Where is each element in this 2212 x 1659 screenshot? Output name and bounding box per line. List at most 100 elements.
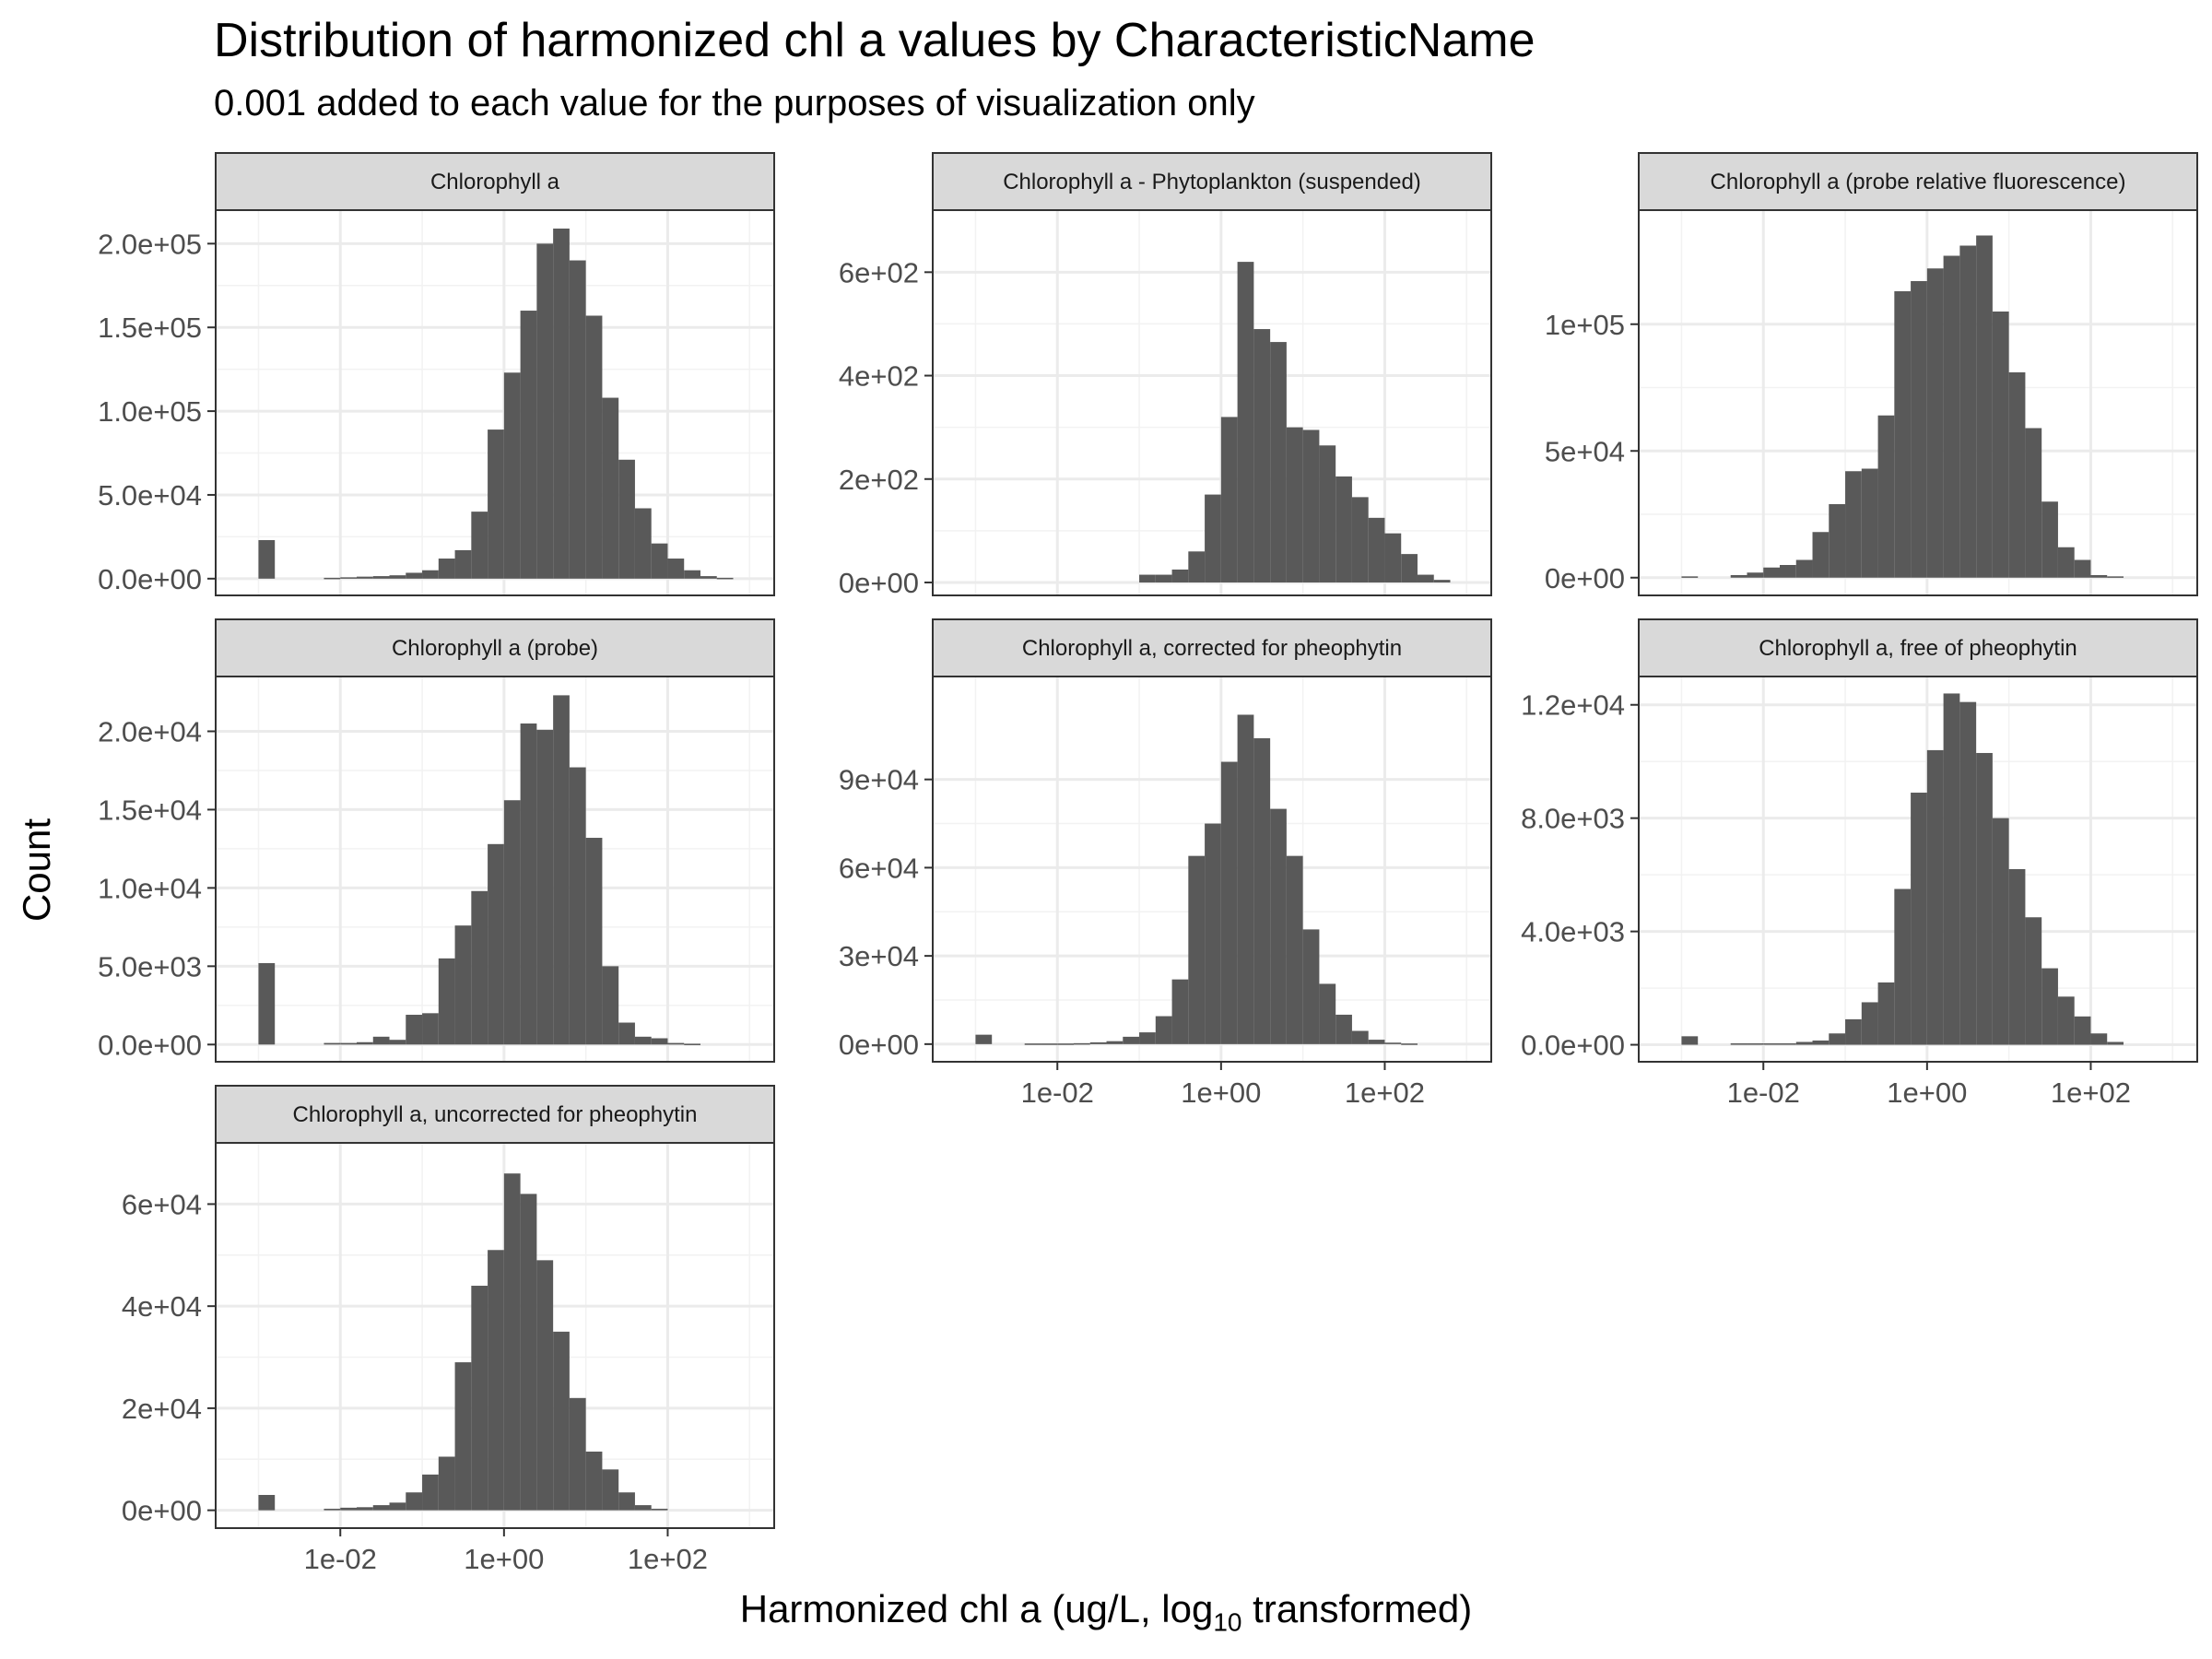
histogram-bar [2008, 372, 2026, 578]
histogram-bar [1041, 1043, 1058, 1045]
histogram-bar [406, 1015, 423, 1045]
histogram-bar [1829, 504, 1846, 578]
facet-strip-label: Chlorophyll a (probe relative fluorescen… [1711, 170, 2126, 194]
histogram-bar [1763, 567, 1781, 578]
x-tick-label: 1e+00 [1181, 1077, 1261, 1109]
histogram-bar [1057, 1043, 1075, 1045]
y-tick-label: 0.0e+00 [1521, 1030, 1625, 1062]
histogram-bar [1319, 445, 1336, 582]
histogram-bar [438, 559, 455, 579]
histogram-bar [1747, 572, 1764, 578]
panel-border [932, 676, 1492, 1063]
histogram-bar [1894, 888, 1912, 1045]
histogram-bar [324, 1042, 341, 1045]
y-tick-label: 0e+00 [839, 1029, 919, 1061]
facet-strip-label: Chlorophyll a (probe) [392, 636, 598, 661]
histogram-bar [634, 1505, 652, 1511]
chart-title: Distribution of harmonized chl a values … [214, 14, 1535, 67]
histogram-bar [357, 1041, 373, 1045]
histogram-bar [422, 1474, 439, 1511]
histogram-bar [585, 838, 603, 1045]
y-tick-label: 5e+04 [1545, 435, 1625, 467]
y-tick-label: 4e+02 [839, 360, 919, 393]
histogram-bar [536, 243, 554, 579]
histogram-bar [488, 429, 504, 579]
histogram-bar [258, 1495, 276, 1511]
histogram-bar [1220, 761, 1238, 1044]
histogram-bar [2107, 1041, 2124, 1045]
x-tick-label: 1e+02 [1345, 1077, 1425, 1109]
x-tick-label: 1e-02 [304, 1543, 377, 1575]
histogram-bar [634, 508, 652, 579]
x-tick-label: 1e+02 [628, 1543, 708, 1575]
histogram-bar [471, 512, 488, 579]
histogram-bar [1911, 793, 1927, 1045]
histogram-bar [1877, 415, 1895, 578]
histogram-bar [602, 1469, 619, 1511]
histogram-bar [1812, 1040, 1830, 1045]
histogram-bar [667, 559, 685, 579]
y-tick-label: 0.0e+00 [98, 1029, 202, 1061]
histogram-bar [1681, 576, 1699, 578]
histogram-bar [438, 1456, 455, 1511]
histogram-bar [1780, 1043, 1796, 1045]
histogram-bar [684, 1043, 700, 1045]
histogram-bar [585, 1451, 603, 1511]
y-tick-label: 3e+04 [839, 940, 919, 972]
histogram-bar [1681, 1036, 1699, 1045]
y-tick-label: 6e+02 [839, 256, 919, 288]
panel-border [215, 209, 775, 596]
histogram-bar [1845, 1018, 1862, 1045]
y-tick-label: 1.2e+04 [1521, 689, 1625, 722]
histogram-bar [1188, 551, 1206, 582]
histogram-bar [340, 1507, 358, 1511]
histogram-bar [1123, 1036, 1140, 1044]
histogram-bar [2074, 1016, 2091, 1045]
panel-border [1638, 676, 2198, 1063]
histogram-bar [1188, 855, 1206, 1044]
x-tick-label: 1e+00 [1887, 1077, 1967, 1109]
histogram-bar [1089, 1041, 1107, 1044]
histogram-bar [1335, 476, 1352, 582]
y-tick-label: 0e+00 [839, 567, 919, 599]
y-tick-label: 6e+04 [122, 1188, 202, 1220]
y-tick-label: 5.0e+04 [98, 479, 202, 512]
histogram-bar [1335, 1014, 1352, 1044]
facet-strip [215, 1085, 775, 1144]
histogram-bar [1351, 1030, 1369, 1044]
histogram-bar [1877, 982, 1895, 1045]
y-tick-label: 2.0e+04 [98, 715, 202, 747]
histogram-bar [488, 1250, 504, 1511]
histogram-bar [1286, 427, 1303, 582]
histogram-bar [1139, 1032, 1156, 1044]
histogram-bar [602, 397, 619, 579]
histogram-bar [2057, 996, 2075, 1045]
histogram-bar [667, 1042, 685, 1045]
histogram-bar [372, 576, 390, 579]
panel-1: Chlorophyll a 0.0e+00 5.0e+04 1.0e+05 1.5e+0… [98, 152, 775, 596]
facet-strip [932, 152, 1492, 211]
histogram-bar [1417, 574, 1434, 582]
histogram-bar [503, 372, 521, 579]
y-tick-label: 1.5e+04 [98, 794, 202, 826]
histogram-bar [1730, 575, 1747, 578]
histogram-bar [569, 1397, 586, 1511]
histogram-bar [1943, 255, 1960, 578]
x-tick-label: 1e+02 [2051, 1077, 2131, 1109]
histogram-bar [2025, 428, 2042, 578]
y-tick-label: 1e+05 [1545, 309, 1625, 341]
histogram-bar [1730, 1043, 1747, 1045]
histogram-bar [1433, 580, 1451, 582]
histogram-bar [422, 570, 439, 579]
histogram-bar [716, 577, 734, 580]
panel-5: Chlorophyll a, corrected for pheophytin 0… [839, 618, 1492, 1109]
histogram-bar [553, 228, 570, 579]
x-tick-label: 1e-02 [1021, 1077, 1094, 1109]
histogram-bar [340, 1042, 358, 1045]
histogram-bar [634, 1036, 652, 1045]
histogram-bar [422, 1013, 439, 1045]
histogram-bar [471, 890, 488, 1045]
facet-strip-label: Chlorophyll a - Phytoplankton (suspended… [1003, 170, 1421, 194]
histogram-bar [340, 577, 358, 579]
